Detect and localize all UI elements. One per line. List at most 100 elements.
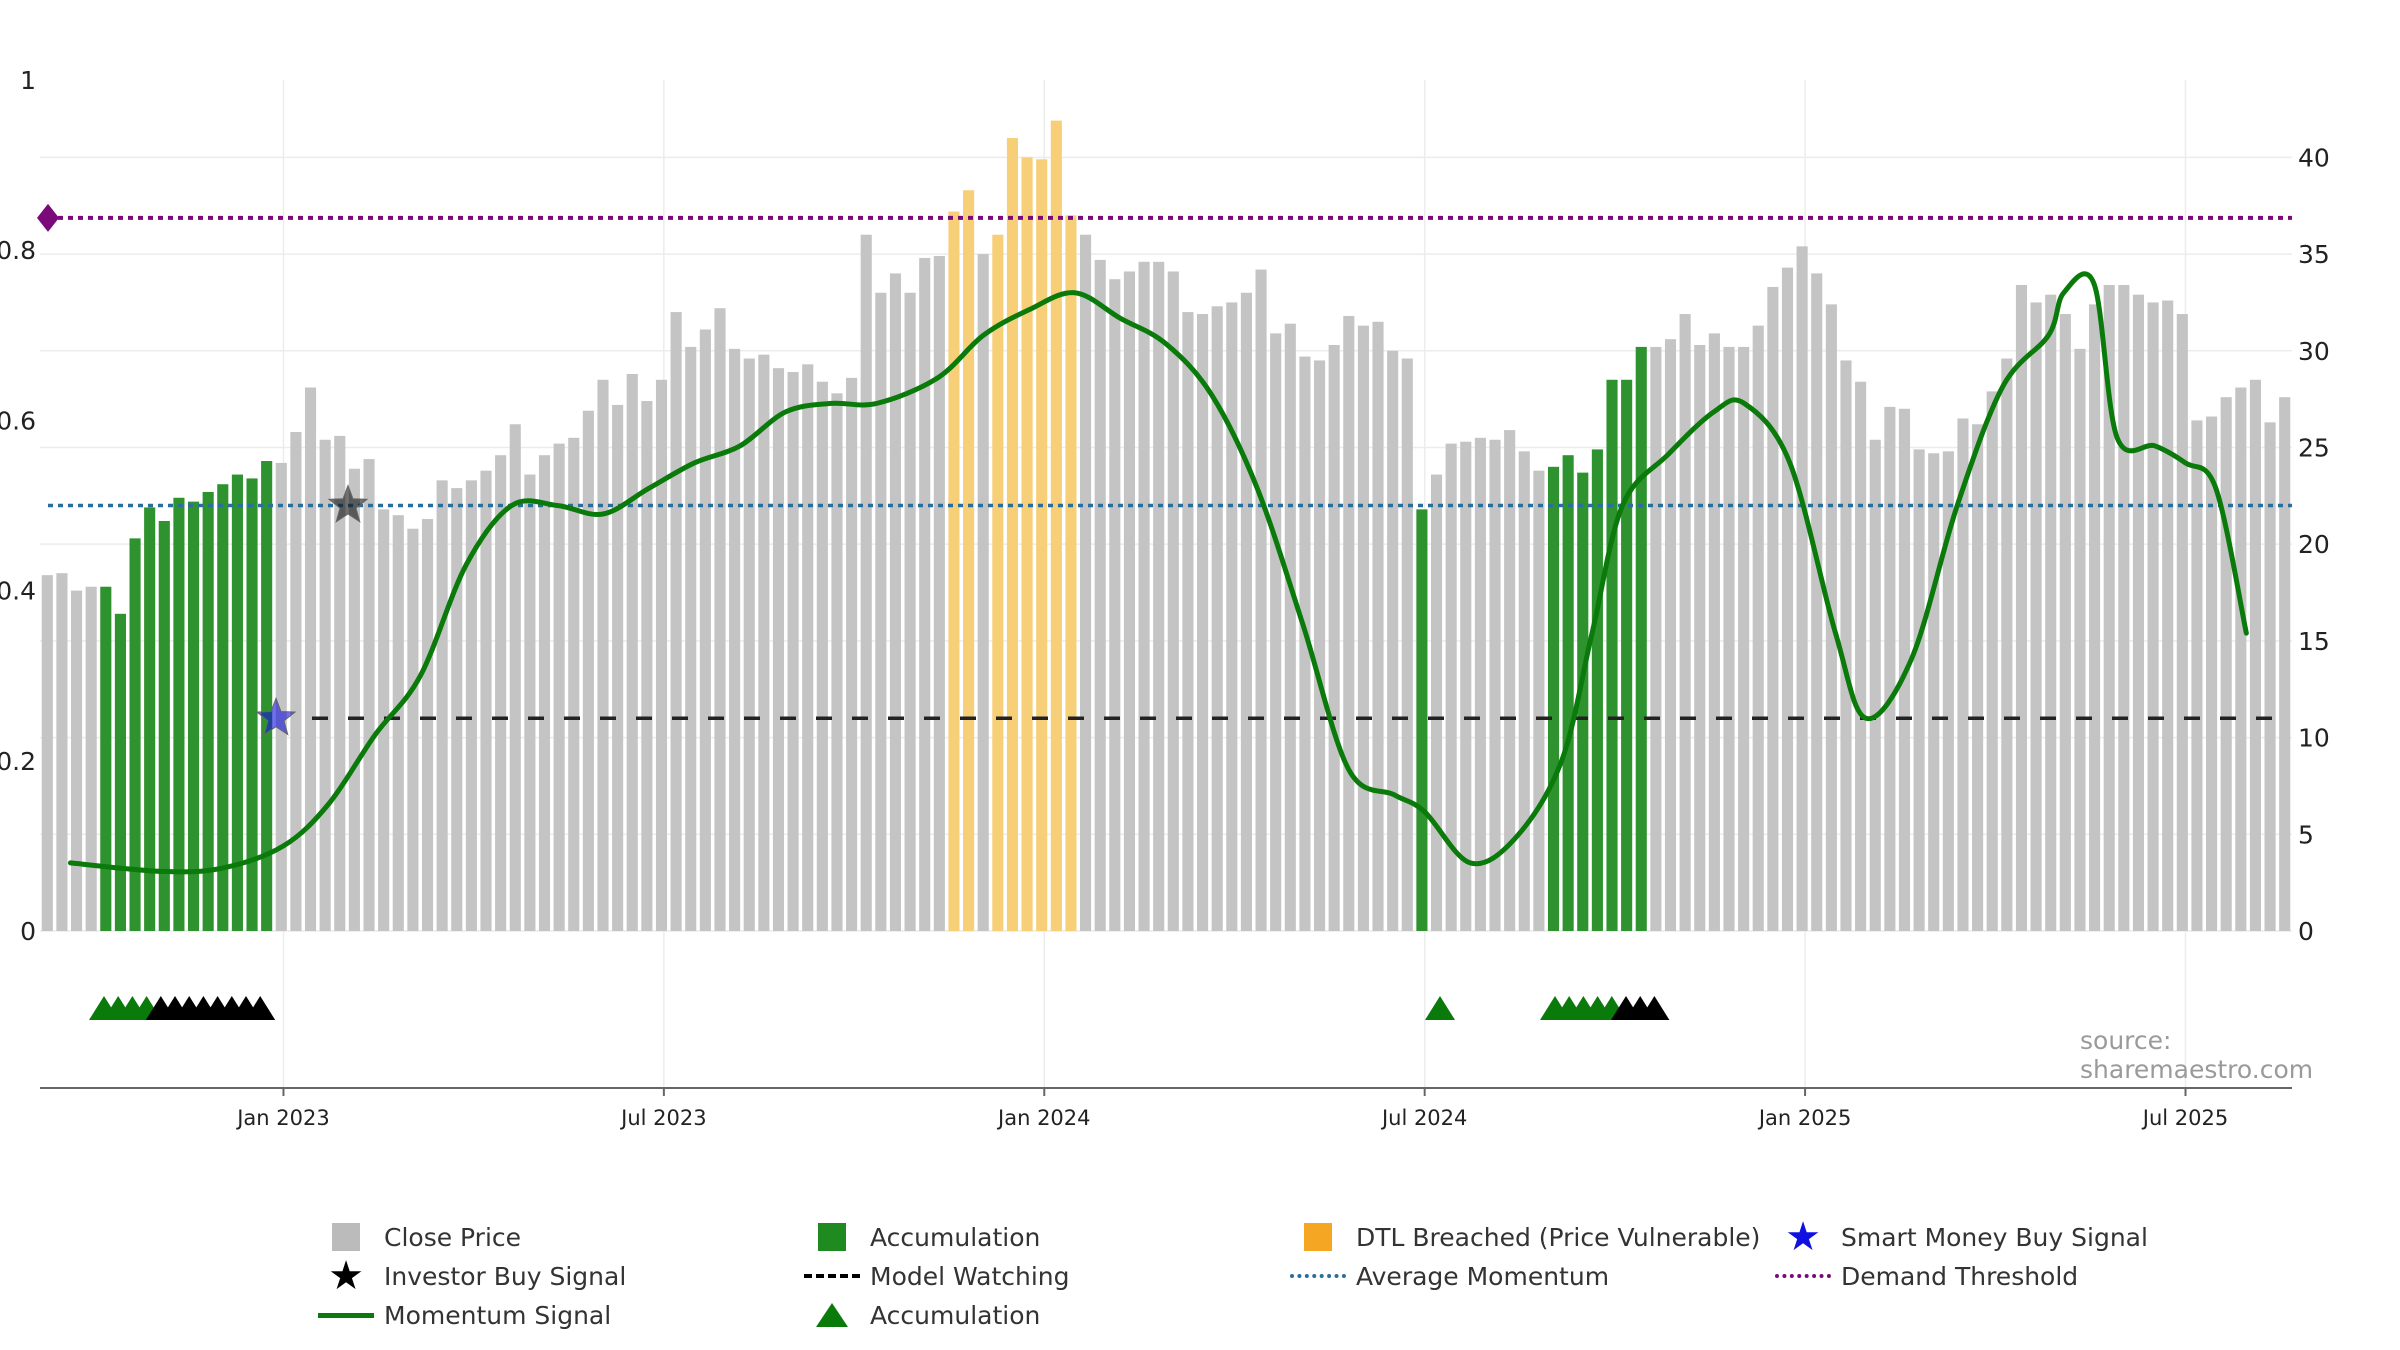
y-left-tick-label: 0.6 — [0, 406, 36, 435]
y-right-tick-label: 35 — [2298, 240, 2330, 269]
bar-price — [56, 573, 68, 931]
bar-price — [2001, 358, 2013, 931]
x-tick-label: Jan 2025 — [1757, 1106, 1852, 1130]
bar-price — [1372, 321, 1384, 931]
bar-price — [1811, 273, 1823, 932]
bar-price — [1167, 271, 1179, 932]
bar-price — [1255, 269, 1267, 932]
bar-price — [1840, 360, 1852, 931]
y-right-tick-label: 25 — [2298, 433, 2330, 462]
bar-price — [334, 435, 346, 931]
bar-price — [758, 354, 770, 932]
bar-price — [1445, 443, 1457, 931]
bar-price — [743, 358, 755, 931]
x-tick-label: Jul 2025 — [2141, 1106, 2228, 1130]
bar-price — [1226, 302, 1238, 932]
bar-price — [319, 439, 331, 931]
bar-dtl_breached — [1021, 157, 1033, 931]
bar-price — [1972, 424, 1984, 931]
bar-price — [553, 443, 565, 931]
bar-price — [1533, 470, 1545, 931]
bar-price — [1796, 246, 1808, 932]
bar-price — [860, 234, 872, 931]
bar-price — [363, 459, 375, 931]
x-tick-label: Jan 2024 — [996, 1106, 1091, 1130]
bar-price — [2089, 304, 2101, 931]
bar-price — [1387, 350, 1399, 932]
bar-price — [1197, 314, 1209, 931]
bar-price — [41, 575, 53, 931]
bar-price — [2118, 285, 2130, 931]
bar-price — [1738, 346, 1750, 931]
y-left-tick-label: 0.2 — [0, 747, 36, 776]
bar-price — [1767, 286, 1779, 931]
bar-price — [1240, 292, 1252, 931]
bar-price — [1094, 259, 1106, 931]
bar-price — [816, 381, 828, 932]
bar-price — [2162, 300, 2174, 932]
bar-price — [2030, 302, 2042, 932]
bar-price — [1284, 323, 1296, 932]
y-left-tick-label: 0.4 — [0, 577, 36, 606]
bar-price — [1942, 451, 1954, 931]
x-tick-label: Jul 2023 — [619, 1106, 706, 1130]
bar-price — [1430, 474, 1443, 931]
bar-dtl_breached — [948, 211, 960, 931]
bar-price — [1182, 312, 1194, 931]
bar-accumulation — [1606, 379, 1618, 932]
bar-price — [2220, 397, 2232, 931]
bar-price — [1913, 449, 1925, 931]
y-left-tick-label: 1 — [20, 66, 36, 95]
investor-buy-signal-star — [327, 484, 369, 523]
bar-price — [2074, 348, 2086, 931]
accumulation-triangle — [1425, 996, 1455, 1020]
bar-price — [436, 480, 448, 931]
bar-accumulation — [1577, 472, 1589, 931]
bar-accumulation — [261, 461, 273, 931]
bar-price — [685, 346, 697, 931]
bar-price — [846, 377, 858, 932]
bar-price — [480, 470, 492, 931]
bar-price — [509, 424, 521, 931]
bar-price — [714, 308, 726, 931]
bar-accumulation — [1562, 455, 1574, 931]
bar-price — [1313, 360, 1326, 931]
bar-price — [1153, 261, 1165, 931]
bar-accumulation — [100, 586, 112, 931]
bar-accumulation — [114, 613, 126, 931]
bar-price — [275, 462, 287, 931]
bar-price — [1328, 344, 1340, 931]
bar-price — [889, 273, 902, 932]
y-right-tick-label: 30 — [2298, 337, 2330, 366]
bar-price — [1694, 344, 1706, 931]
x-tick-label: Jul 2024 — [1380, 1106, 1467, 1130]
bar-price — [568, 437, 580, 931]
bar-price — [451, 488, 463, 931]
x-tick-label: Jan 2023 — [235, 1106, 330, 1130]
bar-price — [612, 404, 624, 932]
bar-price — [495, 455, 507, 931]
bar-price — [348, 468, 360, 931]
bar-price — [1855, 381, 1867, 932]
bar-accumulation — [158, 520, 170, 931]
bar-accumulation — [1416, 509, 1428, 931]
bar-price — [787, 372, 799, 931]
bar-dtl_breached — [1050, 120, 1062, 931]
bar-price — [421, 519, 434, 931]
bar-price — [1679, 314, 1691, 931]
bar-price — [655, 379, 668, 932]
bar-price — [1504, 430, 1516, 931]
bar-price — [85, 586, 97, 931]
bar-dtl_breached — [963, 190, 975, 932]
bar-price — [2191, 420, 2203, 931]
bar-price — [538, 455, 551, 931]
bar-price — [582, 410, 594, 931]
bar-price — [802, 364, 814, 931]
bar-price — [1211, 306, 1223, 931]
bar-dtl_breached — [1065, 215, 1077, 932]
bar-price — [933, 256, 945, 931]
bar-accumulation — [173, 497, 185, 931]
bar-dtl_breached — [1006, 138, 1019, 932]
accumulation-triangle — [245, 996, 276, 1020]
bar-price — [904, 292, 916, 931]
